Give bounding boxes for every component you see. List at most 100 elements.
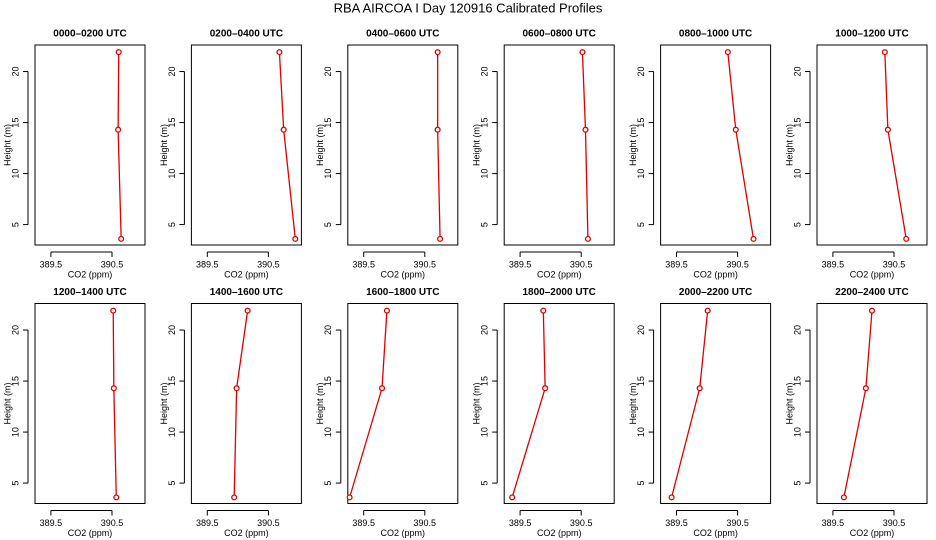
y-tick-label: 5 <box>636 481 646 486</box>
x-tick-label: 390.5 <box>726 518 749 528</box>
x-tick-label: 389.5 <box>40 518 63 528</box>
profile-point <box>750 235 757 242</box>
y-tick-label: 5 <box>792 222 802 227</box>
profile-point <box>115 49 122 56</box>
y-tick-label: 10 <box>480 169 490 179</box>
y-tick-label: 15 <box>10 376 20 386</box>
panel-title: 2200–2400 UTC <box>835 287 908 298</box>
y-tick-label: 20 <box>480 325 490 335</box>
profile-point <box>704 307 711 314</box>
profile-point <box>724 49 731 56</box>
profile-point <box>540 307 547 314</box>
y-tick-label: 10 <box>323 427 333 437</box>
y-axis-label: Height (m) <box>159 382 169 424</box>
y-axis-label: Height (m) <box>315 382 325 424</box>
y-axis-label: Height (m) <box>2 124 12 166</box>
y-axis-label: Height (m) <box>159 124 169 166</box>
x-axis-label: CO2 (ppm) <box>381 269 426 279</box>
y-tick-label: 20 <box>792 67 802 77</box>
profile-point <box>542 385 549 392</box>
y-tick-label: 20 <box>10 67 20 77</box>
profile-point <box>244 307 251 314</box>
y-tick-label: 20 <box>792 325 802 335</box>
plot-box <box>190 303 302 504</box>
y-tick-label: 5 <box>792 481 802 486</box>
profile-point <box>862 385 869 392</box>
y-tick-label: 20 <box>10 325 20 335</box>
profile-point <box>115 126 122 133</box>
profile-point <box>233 385 240 392</box>
plot-box <box>816 303 928 504</box>
x-tick-label: 390.5 <box>101 518 124 528</box>
profile-point <box>110 385 117 392</box>
y-tick-label: 5 <box>636 222 646 227</box>
y-axis-label: Height (m) <box>2 382 12 424</box>
profile-point <box>113 494 120 501</box>
x-axis-label: CO2 (ppm) <box>693 528 738 538</box>
panel-title: 1400–1600 UTC <box>210 287 283 298</box>
y-tick-label: 10 <box>480 427 490 437</box>
y-tick-label: 20 <box>167 67 177 77</box>
panel-title: 0000–0200 UTC <box>53 29 126 40</box>
profile-point <box>378 385 386 392</box>
y-tick-label: 5 <box>10 481 20 486</box>
panel-title: 0400–0600 UTC <box>366 29 439 40</box>
plot-box <box>816 44 928 246</box>
x-axis-label: CO2 (ppm) <box>224 528 269 538</box>
x-tick-label: 390.5 <box>883 518 906 528</box>
y-tick-label: 5 <box>480 222 490 227</box>
profile-point <box>118 235 125 242</box>
y-tick-label: 15 <box>792 118 802 128</box>
y-tick-label: 10 <box>167 427 177 437</box>
x-axis-label: CO2 (ppm) <box>693 269 738 279</box>
plot-box <box>660 303 772 504</box>
x-tick-label: 389.5 <box>196 518 219 528</box>
y-axis-label: Height (m) <box>472 382 482 424</box>
profile-point <box>276 49 283 56</box>
y-tick-label: 5 <box>167 481 177 486</box>
profile-point <box>110 307 117 314</box>
profile-point <box>383 307 390 314</box>
y-tick-label: 15 <box>10 118 20 128</box>
page-title: RBA AIRCOA I Day 120916 Calibrated Profi… <box>334 0 603 15</box>
y-tick-label: 15 <box>480 376 490 386</box>
y-tick-label: 15 <box>792 376 802 386</box>
y-tick-label: 20 <box>636 67 646 77</box>
profile-point <box>231 494 238 501</box>
y-tick-label: 20 <box>636 325 646 335</box>
x-tick-label: 390.5 <box>883 259 906 269</box>
y-tick-label: 10 <box>10 169 20 179</box>
profile-point <box>696 385 703 392</box>
x-axis-label: CO2 (ppm) <box>68 528 113 538</box>
x-axis-label: CO2 (ppm) <box>850 528 895 538</box>
y-axis-label: Height (m) <box>315 124 325 166</box>
y-axis-label: Height (m) <box>472 124 482 166</box>
x-tick-label: 389.5 <box>40 259 63 269</box>
x-tick-label: 389.5 <box>822 259 845 269</box>
profile-point <box>884 126 891 133</box>
y-tick-label: 5 <box>480 481 490 486</box>
panel-title: 1000–1200 UTC <box>835 29 908 40</box>
y-tick-label: 15 <box>480 118 490 128</box>
profile-point <box>582 126 589 133</box>
profile-point <box>584 235 591 242</box>
y-tick-label: 10 <box>636 427 646 437</box>
panel-title: 0800–1000 UTC <box>679 29 752 40</box>
profile-point <box>509 494 516 501</box>
profile-point <box>292 235 299 242</box>
y-axis-label: Height (m) <box>784 124 794 166</box>
plot-box <box>347 303 459 504</box>
x-tick-label: 389.5 <box>665 518 688 528</box>
y-axis-label: Height (m) <box>628 124 638 166</box>
